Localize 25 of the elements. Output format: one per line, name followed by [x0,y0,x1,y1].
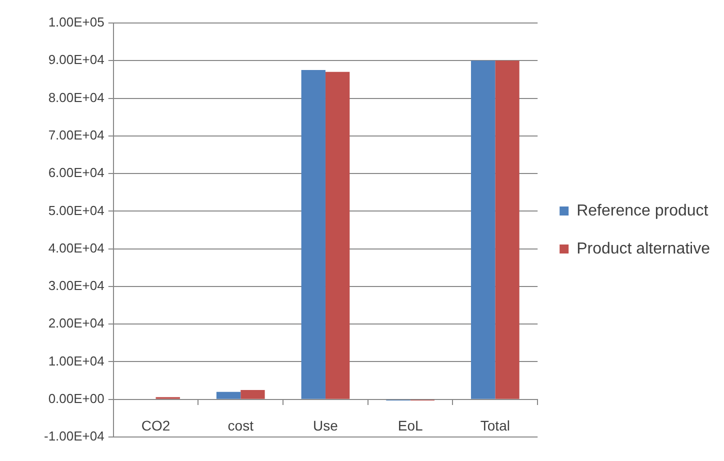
bar [325,72,350,399]
y-tick-label: 3.00E+04 [48,278,104,294]
bar [301,70,326,399]
y-tick-label: 2.00E+04 [48,316,104,331]
y-tick-label: 5.00E+04 [48,202,104,218]
x-tick-label: Total [480,418,510,434]
y-tick-label: 8.00E+04 [48,90,104,105]
y-tick-label: 9.00E+04 [48,52,104,68]
x-tick-label: CO2 [141,418,170,434]
y-tick-label: 0.00E+00 [48,390,104,406]
bar [470,60,496,399]
y-tick-label: 1.00E+05 [48,14,104,30]
y-tick-label: 7.00E+04 [48,127,104,142]
legend-label: Reference product [576,202,709,220]
legend-label: Product alternative [576,240,710,258]
bar [216,392,241,399]
x-tick-label: Use [313,418,338,434]
x-tick-label: EoL [398,418,423,434]
bar [495,60,520,399]
y-tick-label: 4.00E+04 [48,240,104,256]
y-tick-label: -1.00E+04 [44,428,104,444]
bar [240,390,265,399]
y-tick-label: 1.00E+04 [48,353,104,368]
y-tick-label: 6.00E+04 [48,165,104,180]
x-tick-label: cost [228,418,254,434]
